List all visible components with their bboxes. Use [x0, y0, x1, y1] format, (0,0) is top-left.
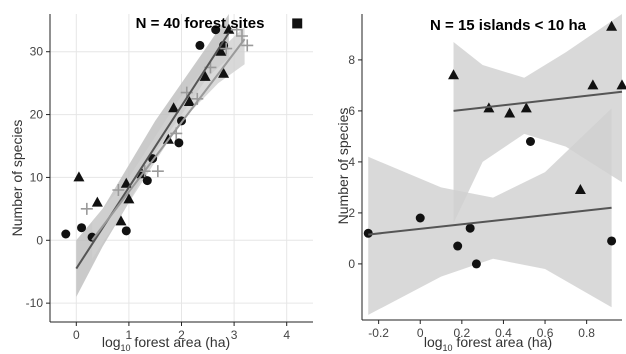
- triangle-point: [183, 96, 195, 106]
- triangle-point: [123, 193, 135, 204]
- plus-point: [220, 42, 233, 55]
- circle-point: [607, 236, 617, 246]
- panel-forest-sites: 0 1 2 3 4 -10 0 10 20 30 N = 40 forest sites log1…: [9, 14, 313, 353]
- x-tick-label: 0.8: [578, 326, 595, 340]
- y-tick-label: 2: [348, 206, 355, 220]
- confidence-band: [92, 26, 245, 260]
- y-tick-label: 6: [348, 104, 355, 118]
- y-tick-label: 0: [348, 257, 355, 271]
- panel-islands: -0.2 0 0.2 0.4 0.6 0.8 0 2 4 6 8 N = 15 islands < …: [335, 14, 626, 353]
- triangle-point: [168, 102, 180, 113]
- x-tick-label: 0.4: [495, 326, 512, 340]
- fit-line: [91, 38, 246, 241]
- circle-point: [142, 176, 152, 186]
- circle-point: [211, 25, 221, 35]
- tick-labels: 0 1 2 3 4 -10 0 10 20 30: [26, 45, 291, 342]
- confidence-bands: [368, 14, 622, 315]
- triangle-point: [120, 177, 132, 188]
- y-axis-label: Number of species: [9, 120, 25, 237]
- fit-line: [368, 206, 612, 236]
- triangle-point: [218, 67, 230, 78]
- x-tick-label: 0.2: [453, 326, 470, 340]
- x-tick-label: -0.2: [368, 326, 389, 340]
- x-tick-label: 0: [417, 326, 424, 340]
- x-tick-label: 4: [283, 328, 290, 342]
- x-tick-label: 3: [231, 328, 238, 342]
- circle-point: [195, 40, 205, 50]
- panel-grid: [50, 14, 313, 322]
- tick-labels: -0.2 0 0.2 0.4 0.6 0.8 0 2 4 6 8: [348, 53, 595, 340]
- x-tick-label: 0: [73, 328, 80, 342]
- axes: [46, 14, 313, 326]
- confidence-bands: [76, 14, 245, 297]
- plus-point: [151, 165, 164, 178]
- triangle-point: [73, 171, 85, 182]
- y-tick-label: 20: [30, 108, 44, 122]
- x-tick-label: 0.6: [537, 326, 554, 340]
- plus-point: [230, 23, 243, 36]
- triangle-point: [199, 70, 211, 81]
- plus-point: [241, 39, 254, 52]
- y-tick-label: -10: [26, 296, 44, 310]
- triangle-point: [606, 20, 618, 31]
- plus-point: [112, 184, 125, 196]
- data-points: [61, 18, 303, 242]
- fit-lines: [75, 32, 246, 270]
- x-axis-label: log10 forest area (ha): [102, 334, 230, 353]
- triangle-point: [587, 79, 599, 90]
- triangle-point: [215, 45, 227, 56]
- circle-point: [174, 138, 184, 148]
- circle-point: [453, 241, 463, 251]
- fit-line: [453, 90, 623, 112]
- panel-title: N = 40 forest sites: [136, 15, 265, 32]
- triangle-point: [520, 102, 532, 113]
- square-point: [292, 18, 303, 29]
- circle-point: [363, 228, 373, 238]
- x-axis-label: log10 forest area (ha): [424, 334, 552, 353]
- triangle-point: [448, 69, 460, 80]
- y-tick-label: 0: [36, 233, 43, 247]
- circle-point: [121, 226, 131, 236]
- y-tick-label: 10: [30, 170, 44, 184]
- x-tick-label: 1: [126, 328, 133, 342]
- circle-point: [465, 223, 475, 233]
- x-tick-label: 2: [178, 328, 185, 342]
- axes: [358, 14, 622, 324]
- circle-point: [415, 213, 425, 223]
- y-tick-label: 8: [348, 53, 355, 67]
- confidence-band: [453, 14, 622, 224]
- circle-point: [525, 137, 535, 146]
- circle-point: [61, 229, 71, 239]
- plus-point: [80, 202, 93, 215]
- triangle-point: [115, 215, 127, 226]
- data-points: [363, 20, 626, 269]
- fit-lines: [368, 90, 623, 236]
- triangle-point: [574, 183, 586, 194]
- y-axis-label: Number of species: [335, 108, 351, 225]
- fit-line: [75, 32, 230, 270]
- confidence-band: [368, 108, 612, 315]
- circle-point: [471, 259, 481, 269]
- plus-point: [235, 30, 248, 42]
- triangle-point: [616, 79, 626, 90]
- triangle-point: [91, 196, 103, 207]
- y-tick-label: 4: [348, 155, 355, 169]
- circle-point: [77, 223, 87, 233]
- triangle-point: [223, 23, 235, 34]
- y-tick-label: 30: [30, 45, 44, 59]
- panel-title: N = 15 islands < 10 ha: [430, 17, 587, 34]
- triangle-point: [504, 107, 516, 118]
